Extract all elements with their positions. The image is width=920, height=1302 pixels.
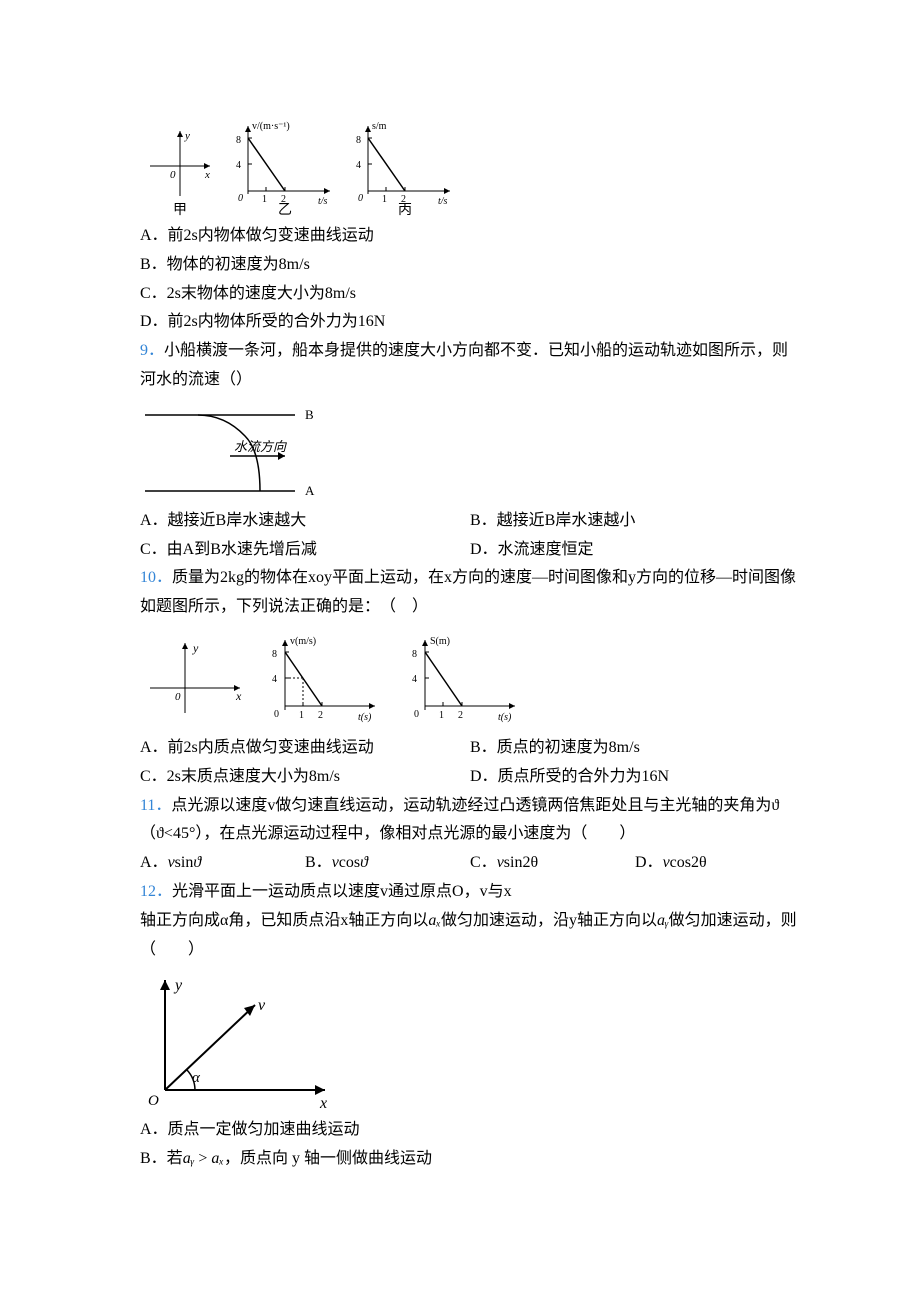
- svg-text:0: 0: [170, 169, 176, 181]
- q8-diagram-1: y x 0 甲: [140, 116, 220, 216]
- q10-text: 10．质量为2kg的物体在xoy平面上运动，在x方向的速度—时间图像和y方向的位…: [140, 564, 800, 622]
- q9-number: 9．: [140, 342, 164, 359]
- svg-text:2: 2: [458, 710, 463, 721]
- q10-option-d: D．质点所受的合外力为16N: [470, 763, 800, 792]
- svg-text:s/m: s/m: [372, 121, 387, 132]
- svg-text:v/(m·s⁻¹): v/(m·s⁻¹): [252, 121, 290, 132]
- q8-option-a: A．前2s内物体做匀变速曲线运动: [140, 222, 800, 251]
- svg-text:水流方向: 水流方向: [234, 439, 287, 454]
- q10-diagram-2: 8 4 1 2 0 v(m/s) t(s): [260, 628, 390, 728]
- svg-text:0: 0: [175, 691, 181, 703]
- svg-text:v: v: [258, 997, 266, 1014]
- svg-text:α: α: [192, 1070, 201, 1086]
- svg-text:0: 0: [238, 193, 243, 204]
- q12-text-p2: 轴正方向成α角，已知质点沿x轴正方向以aₓ做匀加速运动，沿y轴正方向以aᵧ做匀加…: [140, 907, 800, 965]
- svg-text:4: 4: [412, 674, 417, 685]
- q12-text-p1: 12．光滑平面上一运动质点以速度v通过原点O，v与x: [140, 878, 800, 907]
- svg-text:x: x: [235, 689, 242, 703]
- q11-option-d: D．vcos2θ: [635, 849, 800, 878]
- svg-text:0: 0: [358, 193, 363, 204]
- q11-option-a: A．vsinϑ: [140, 849, 305, 878]
- q12-option-b: B．若aᵧ > aₓ，质点向 y 轴一侧做曲线运动: [140, 1145, 800, 1174]
- svg-text:t(s): t(s): [358, 712, 372, 723]
- svg-text:t(s): t(s): [498, 712, 512, 723]
- q12-number: 12．: [140, 883, 172, 900]
- svg-text:8: 8: [236, 135, 241, 146]
- q9-option-c: C．由A到B水速先增后减: [140, 536, 470, 565]
- svg-text:8: 8: [356, 135, 361, 146]
- svg-text:v(m/s): v(m/s): [290, 636, 316, 647]
- svg-text:t/s: t/s: [438, 196, 448, 207]
- svg-text:8: 8: [272, 649, 277, 660]
- q12-option-a: A．质点一定做匀加速曲线运动: [140, 1116, 800, 1145]
- q11-text: 11．点光源以速度v做匀速直线运动，运动轨迹经过凸透镜两倍焦距处且与主光轴的夹角…: [140, 792, 800, 850]
- svg-text:1: 1: [382, 194, 387, 205]
- svg-text:甲: 甲: [173, 203, 187, 216]
- svg-text:A: A: [305, 483, 315, 498]
- svg-text:1: 1: [439, 710, 444, 721]
- svg-text:4: 4: [272, 674, 277, 685]
- q9-option-b: B．越接近B岸水速越小: [470, 507, 800, 536]
- q10-diagram-1: y x 0: [140, 628, 250, 728]
- q10-diagram-3: 8 4 1 2 0 S(m) t(s): [400, 628, 530, 728]
- q8-diagram-2: 8 4 1 2 0 v/(m·s⁻¹) t/s 乙: [230, 116, 340, 216]
- svg-text:8: 8: [412, 649, 417, 660]
- q8-option-b: B．物体的初速度为8m/s: [140, 251, 800, 280]
- q9-diagram: 水流方向 B A: [140, 401, 330, 501]
- q9-option-a: A．越接近B岸水速越大: [140, 507, 470, 536]
- svg-text:2: 2: [318, 710, 323, 721]
- svg-text:x: x: [319, 1095, 327, 1110]
- svg-text:4: 4: [356, 160, 361, 171]
- q12-diagram: y x v α O: [140, 970, 340, 1110]
- q8-diagrams: y x 0 甲 8 4 1 2 0 v/(m·s⁻¹) t/s 乙 8 4 1: [140, 110, 800, 222]
- svg-text:x: x: [204, 169, 210, 181]
- svg-text:乙: 乙: [278, 202, 292, 216]
- q10-diagrams: y x 0 8 4 1 2 0 v(m/s) t(s) 8 4 1 2: [140, 622, 800, 734]
- svg-text:4: 4: [236, 160, 241, 171]
- svg-text:y: y: [173, 977, 183, 994]
- q11-number: 11．: [140, 797, 171, 814]
- svg-text:y: y: [184, 130, 190, 142]
- q11-option-b: B．vcosϑ: [305, 849, 470, 878]
- svg-text:O: O: [148, 1093, 159, 1109]
- q8-option-d: D．前2s内物体所受的合外力为16N: [140, 308, 800, 337]
- svg-text:0: 0: [274, 709, 279, 720]
- q10-option-c: C．2s末质点速度大小为8m/s: [140, 763, 470, 792]
- svg-text:S(m): S(m): [430, 636, 450, 647]
- q9-text: 9．小船横渡一条河，船本身提供的速度大小方向都不变．已知小船的运动轨迹如图所示，…: [140, 337, 800, 395]
- svg-text:0: 0: [414, 709, 419, 720]
- svg-text:t/s: t/s: [318, 196, 328, 207]
- q10-number: 10．: [140, 569, 172, 586]
- q10-option-a: A．前2s内质点做匀变速曲线运动: [140, 734, 470, 763]
- svg-text:丙: 丙: [398, 203, 412, 216]
- q11-option-c: C．vsin2θ: [470, 849, 635, 878]
- svg-text:1: 1: [262, 194, 267, 205]
- q8-option-c: C．2s末物体的速度大小为8m/s: [140, 280, 800, 309]
- q8-diagram-3: 8 4 1 2 0 s/m t/s 丙: [350, 116, 460, 216]
- svg-text:B: B: [305, 407, 314, 422]
- svg-text:1: 1: [299, 710, 304, 721]
- q10-option-b: B．质点的初速度为8m/s: [470, 734, 800, 763]
- svg-text:y: y: [192, 641, 199, 655]
- q9-option-d: D．水流速度恒定: [470, 536, 800, 565]
